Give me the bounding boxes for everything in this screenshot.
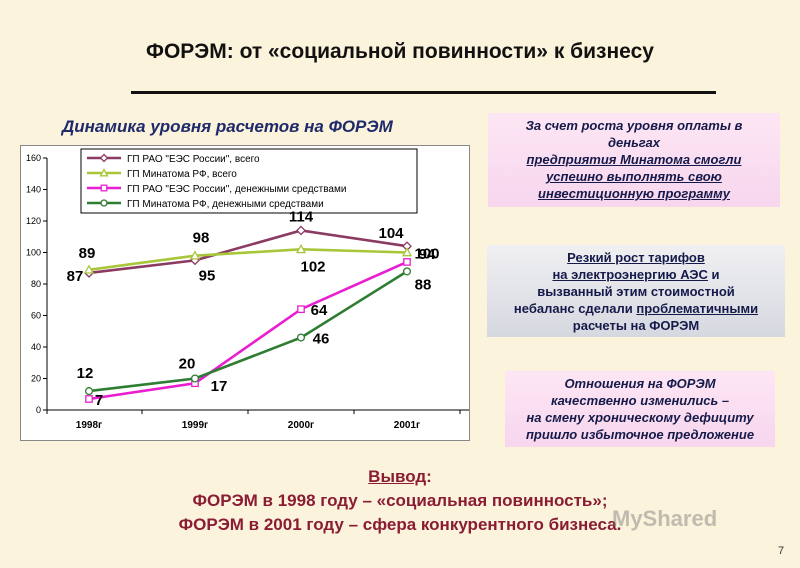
data-label: 17 [211,378,228,395]
legend-label: ГП Минатома РФ, денежными средствами [127,199,324,210]
conclusion-head: Вывод [368,467,427,486]
note2-line4b: проблематичными [636,301,759,316]
conclusion-line2: ФОРЭМ в 2001 году – сфера конкурентного … [178,515,622,534]
x-tick-label: 2000г [288,420,314,431]
note1-line5: инвестиционную программу [538,186,730,201]
y-tick-label: 140 [26,185,41,195]
series-line [88,229,408,275]
data-point [84,387,94,396]
data-point [296,225,306,236]
note2-line2: на электроэнергию АЭС и [487,266,785,283]
y-tick-label: 60 [31,311,41,321]
watermark-logo: MyShared [612,506,718,531]
data-point [189,250,201,260]
y-tick-label: 0 [36,405,41,415]
note2-line1: Резкий рост тарифов [567,250,705,265]
y-tick-label: 20 [31,374,41,384]
conclusion-colon: : [426,467,432,486]
note2-line5: расчеты на ФОРЭМ [572,318,700,333]
note3-line2: качественно изменились – [550,393,730,408]
slide-title: ФОРЭМ: от «социальной повинности» к бизн… [146,40,654,63]
data-point [402,267,412,276]
data-point [83,264,95,274]
chart-svg: 0 20 40 60 80 100 120 140 160 1998г 1999г 2000г 2001… [26,148,469,431]
note-tariff-growth: Резкий рост тарифов на электроэнергию АЭ… [487,245,785,337]
chart-title: Динамика уровня расчетов на ФОРЭМ [62,117,393,136]
data-label: 20 [179,356,196,373]
legend-label: ГП РАО "ЕЭС России", всего [127,154,260,165]
series-line [88,260,408,401]
data-label: 114 [289,208,314,225]
note3-line4: пришло избыточное предложение [525,427,755,442]
data-point [85,395,93,403]
note2-line2b: и [707,267,720,282]
title-underline [131,91,716,94]
y-tick-label: 100 [26,248,41,258]
note3-line3: на смену хроническому дефициту [526,410,754,425]
data-label: 87 [67,268,84,285]
data-label: 100 [414,246,439,263]
data-label: 12 [77,365,94,382]
data-label: 89 [79,245,96,262]
series-line [88,270,408,393]
legend-label: ГП РАО "ЕЭС России", денежными средствам… [127,184,346,195]
data-label: 102 [300,258,325,275]
note-minatom-investment: За счет роста уровня оплаты в деньгах пр… [488,113,780,207]
legend-swatch-marker [99,153,109,163]
data-label: 7 [95,392,103,409]
data-label: 94 [419,246,436,263]
legend-swatch-marker [99,168,109,177]
data-point [296,333,306,342]
note1-line1: За счет роста уровня оплаты в [525,118,743,133]
note1-line2: деньгах [607,135,661,150]
series-line [88,248,408,272]
note2-line2a: на электроэнергию АЭС [552,267,708,282]
data-label: 95 [199,267,216,284]
data-point [297,305,305,314]
y-tick-label: 160 [26,153,41,163]
data-label: 64 [311,302,328,319]
conclusion-heading: Вывод: [0,465,800,489]
note-market-change: Отношения на ФОРЭМ качественно изменилис… [505,371,775,447]
y-tick-label: 40 [31,342,41,352]
data-point [401,247,413,257]
line-chart: 0 20 40 60 80 100 120 140 160 1998г 1999г 2000г 2001… [20,145,470,441]
y-tick-label: 80 [31,279,41,289]
data-point [190,374,200,383]
page-number: 7 [778,545,785,557]
legend-swatch-marker [100,184,108,192]
note2-line4: небаланс сделали проблематичными [487,300,785,317]
legend-swatch-marker [100,199,108,207]
note1-line3: предприятия Минатома смогли [526,152,742,167]
x-tick-label: 1998г [76,420,102,431]
x-tick-label: 1999г [182,420,208,431]
data-label: 88 [415,276,432,293]
data-point [295,244,307,254]
data-point [403,258,411,266]
legend-label: ГП Минатома РФ, всего [127,169,237,180]
x-tick-label: 2001г [394,420,420,431]
conclusion-line1: ФОРЭМ в 1998 году – «социальная повиннос… [192,491,608,510]
conclusion: Вывод: ФОРЭМ в 1998 году – «социальная п… [0,465,800,537]
data-label: 46 [313,331,330,348]
note2-line3: вызванный этим стоимостной [537,284,735,299]
note3-line1: Отношения на ФОРЭМ [564,376,716,391]
data-label: 104 [378,225,404,242]
note2-line4a: небаланс сделали [513,301,637,316]
note1-line4: успешно выполнять свою [546,169,722,184]
data-label: 98 [193,230,210,247]
legend-box [80,148,418,214]
y-tick-label: 120 [26,216,41,226]
